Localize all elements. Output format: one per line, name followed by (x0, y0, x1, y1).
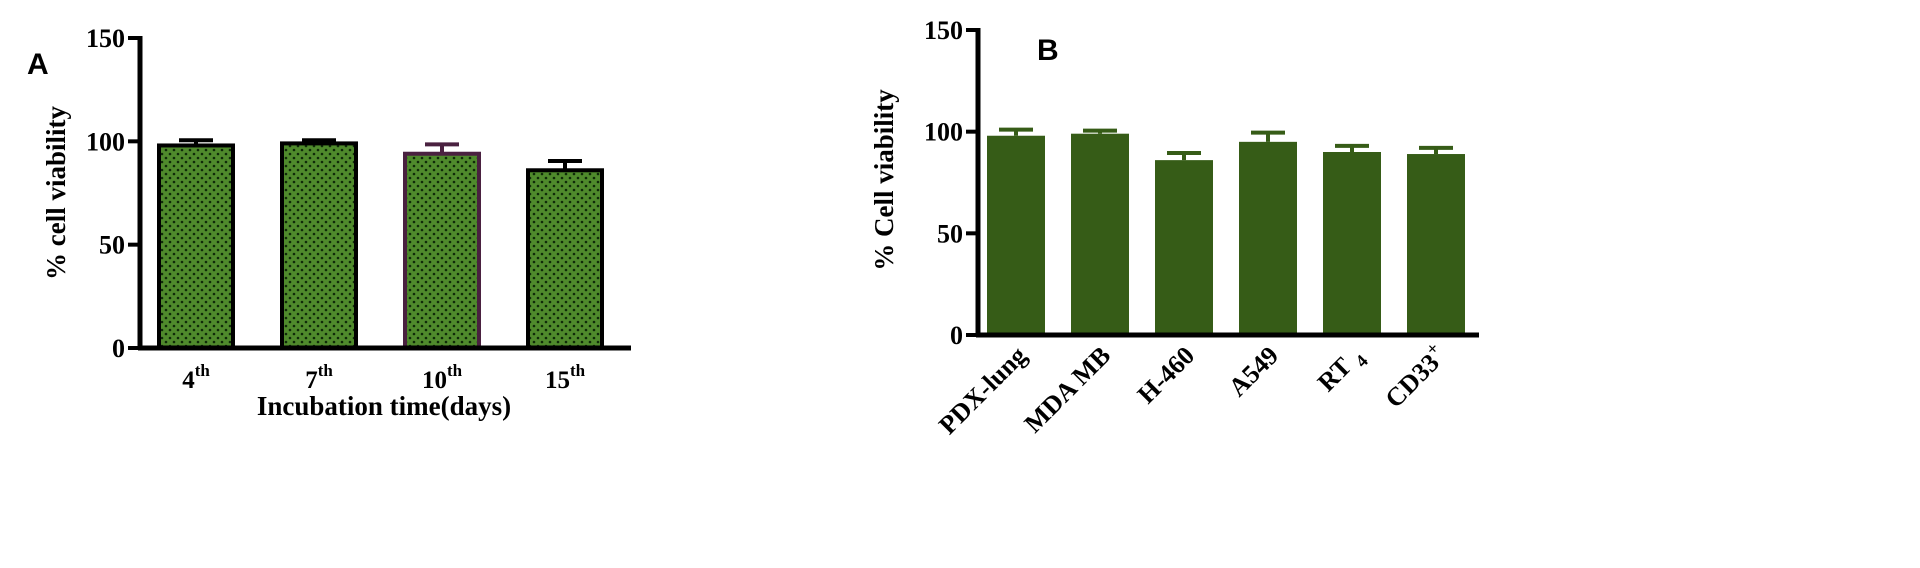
category-label-b-5: CD33+ (1377, 338, 1453, 414)
category-label-a-2-base: 10 (422, 367, 447, 394)
category-label-b-2: H-460 (1132, 341, 1201, 410)
bar-b-1 (1071, 133, 1129, 335)
category-label-a-1: 7th (305, 361, 333, 394)
bar-b-3 (1239, 141, 1297, 335)
category-label-a-2-sup: th (447, 361, 463, 380)
y-tick-label-b-1: 50 (937, 219, 963, 248)
bar-b-2 (1155, 160, 1213, 335)
bar-a-1 (280, 141, 358, 350)
y-tick-label-a-3: 150 (86, 24, 125, 53)
category-label-a-0: 4th (182, 361, 210, 394)
panel-label-b: B (1037, 34, 1059, 67)
y-axis-title-b: % Cell viability (869, 89, 899, 271)
category-label-a-0-sup: th (195, 361, 211, 380)
category-label-a-3: 15th (545, 361, 586, 394)
y-tick-label-a-0: 0 (112, 334, 125, 363)
y-tick-label-a-1: 50 (99, 231, 125, 260)
bar-b-0 (987, 135, 1045, 335)
y-tick-label-b-0: 0 (950, 321, 963, 350)
y-tick-label-b-3: 150 (924, 16, 963, 45)
category-label-b-1-base: MDA MB (1019, 341, 1117, 439)
panel-label-a: A (27, 48, 49, 81)
category-label-b-0: PDX-lung (933, 341, 1032, 440)
category-label-b-4: RT 4 (1312, 341, 1372, 401)
category-label-a-1-sup: th (318, 361, 334, 380)
x-axis-title-a: Incubation time(days) (257, 391, 511, 421)
bar-b-4 (1323, 152, 1381, 335)
category-label-a-1-base: 7 (305, 367, 318, 394)
category-label-a-3-base: 15 (545, 367, 570, 394)
category-label-a-3-sup: th (570, 361, 586, 380)
category-label-a-2: 10th (422, 361, 463, 394)
bar-a-0 (157, 143, 235, 350)
category-label-b-3-base: A549 (1223, 341, 1284, 402)
category-label-b-2-base: H-460 (1132, 341, 1201, 410)
y-axis-title-a: % cell viability (41, 106, 71, 280)
bar-a-2 (403, 151, 481, 350)
bar-b-5 (1407, 154, 1465, 335)
category-label-b-1: MDA MB (1019, 341, 1117, 439)
y-tick-label-b-2: 100 (924, 118, 963, 147)
category-label-b-3: A549 (1223, 341, 1284, 402)
category-label-a-0-base: 4 (182, 367, 195, 394)
y-tick-label-a-2: 100 (86, 127, 125, 156)
bar-a-3 (526, 168, 604, 350)
category-label-b-0-base: PDX-lung (933, 341, 1032, 440)
